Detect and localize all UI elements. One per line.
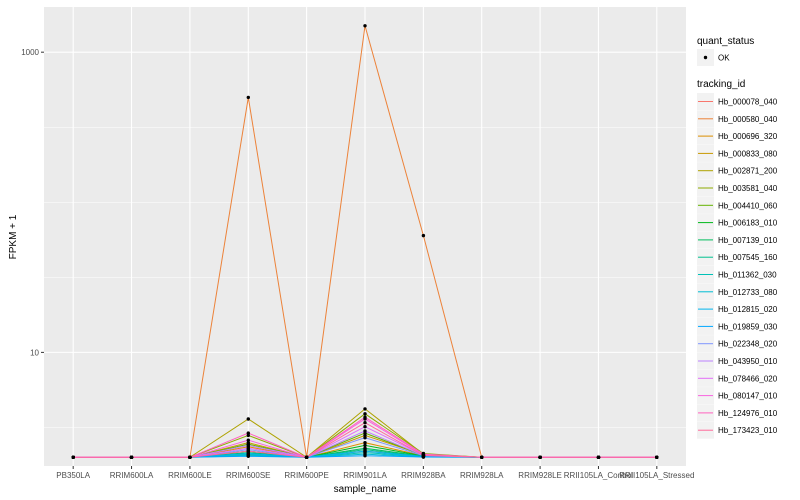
quant-status-legend-entries: OK [697, 49, 730, 66]
x-tick-label: RRIM600PE [284, 471, 328, 480]
legend-label: Hb_004410_060 [718, 201, 778, 210]
x-tick-label: RRIM928BA [401, 471, 446, 480]
legend-point-symbol [703, 55, 708, 60]
data-point [246, 431, 250, 435]
grid [44, 7, 686, 466]
x-tick-label: RRII105LA_Control [564, 471, 634, 480]
data-point [596, 455, 601, 459]
data-point [71, 455, 75, 459]
legend-label: Hb_173423_010 [718, 426, 778, 435]
legend-label: Hb_019859_030 [718, 322, 778, 331]
data-point [246, 417, 250, 421]
data-point [246, 446, 250, 450]
data-point [129, 455, 134, 459]
data-point [246, 95, 250, 100]
x-tick-label: RRII105LA_Stressed [619, 471, 694, 480]
x-axis-title: sample_name [334, 484, 397, 495]
legend-label: Hb_124976_010 [718, 409, 778, 418]
data-point [363, 441, 367, 445]
data-point [363, 412, 367, 416]
legend-label: Hb_078466_020 [718, 374, 778, 383]
legend-label: Hb_011362_030 [718, 271, 777, 280]
y-tick-label: 1000 [21, 48, 39, 57]
data-point [363, 24, 367, 28]
data-point [421, 453, 426, 458]
legend-label: Hb_012733_080 [718, 288, 778, 297]
legend-label: Hb_002871_200 [718, 167, 778, 176]
y-axis: 10 1000 [21, 48, 44, 357]
legend-label: Hb_022348_020 [718, 340, 778, 349]
x-tick-label: RRIM928LE [518, 471, 562, 480]
data-point [246, 449, 250, 453]
y-tick-label: 10 [30, 348, 39, 357]
data-point [655, 455, 659, 459]
legend-label: Hb_000696_320 [718, 132, 778, 141]
x-axis: PB350LA RRIM600LA RRIM600LE RRIM600SE RRIM60… [56, 466, 694, 480]
legend-label: Hb_007139_010 [718, 236, 778, 245]
legend-label: Hb_000078_040 [718, 98, 778, 107]
data-point [246, 451, 250, 456]
legend-label: Hb_080147_010 [718, 392, 778, 401]
data-point [538, 455, 542, 459]
data-point [246, 454, 250, 458]
data-point [304, 455, 309, 459]
tracking-id-legend-entries: Hb_000078_040 Hb_000580_040 Hb_000696_320 H… [697, 93, 778, 439]
x-tick-label: PB350LA [56, 471, 90, 480]
quant-status-legend-title: quant_status [697, 36, 754, 47]
data-point [363, 449, 367, 453]
data-points [71, 24, 659, 459]
data-point [363, 421, 367, 425]
legend: quant_status OK tracking_id Hb_000078_04… [697, 36, 778, 439]
legend-label: Hb_043950_010 [718, 357, 778, 366]
x-tick-label: RRIM600LE [168, 471, 212, 480]
legend-label: Hb_007545_160 [718, 253, 778, 262]
data-point [363, 407, 367, 411]
data-point [363, 425, 367, 429]
legend-label: Hb_000580_040 [718, 115, 778, 124]
data-point [363, 454, 367, 458]
data-point [363, 415, 367, 419]
data-point [421, 233, 426, 238]
legend-label: Hb_012815_020 [718, 305, 778, 314]
x-tick-label: RRIM928LA [460, 471, 504, 480]
data-point [246, 438, 250, 442]
tracking-id-legend-title: tracking_id [697, 79, 745, 90]
data-point [480, 455, 484, 459]
x-tick-label: RRIM901LA [343, 471, 387, 480]
data-point [246, 443, 250, 448]
legend-label: OK [718, 54, 730, 63]
data-point [188, 455, 192, 459]
legend-label: Hb_006183_010 [718, 219, 778, 228]
data-point [363, 436, 367, 440]
y-axis-title: FPKM + 1 [8, 214, 19, 259]
data-point [363, 443, 367, 448]
x-tick-label: RRIM600SE [226, 471, 270, 480]
legend-label: Hb_003581_040 [718, 184, 778, 193]
x-tick-label: RRIM600LA [110, 471, 154, 480]
legend-label: Hb_000833_080 [718, 149, 778, 158]
data-point [363, 429, 367, 433]
